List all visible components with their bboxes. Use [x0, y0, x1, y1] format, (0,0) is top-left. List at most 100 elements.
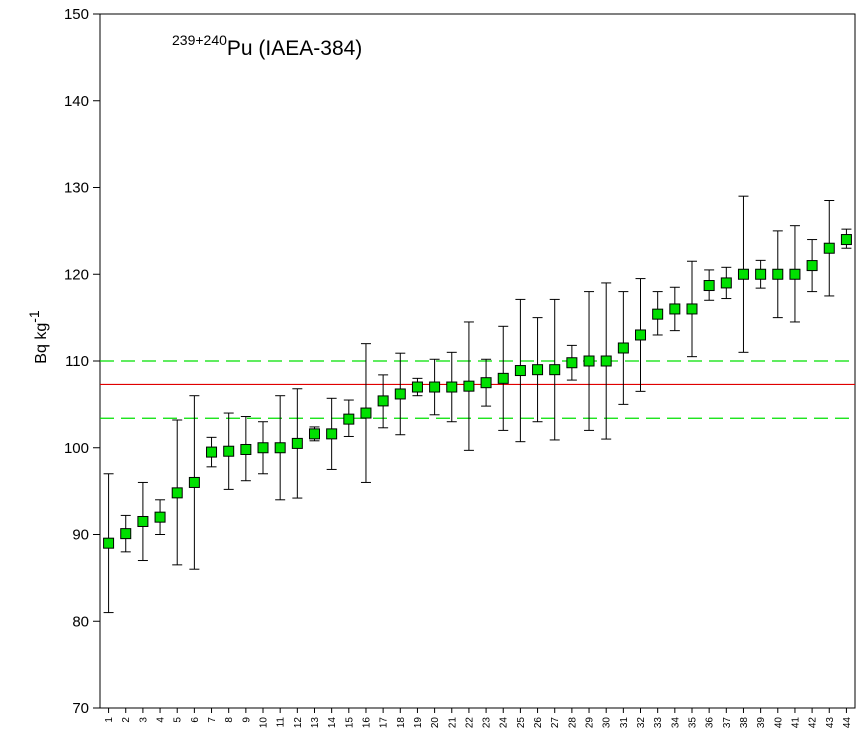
x-tick-label: 11 [276, 717, 287, 728]
data-point [789, 268, 801, 280]
x-tick-label: 39 [756, 717, 767, 729]
data-point [686, 303, 698, 315]
x-tick-label: 40 [773, 717, 784, 729]
y-tick-label: 70 [72, 700, 89, 717]
x-tick-label: 23 [482, 717, 493, 729]
x-tick-label: 29 [585, 717, 596, 729]
x-tick-label: 30 [602, 717, 613, 729]
data-point [326, 428, 338, 440]
y-tick-label: 130 [64, 180, 89, 197]
data-point [532, 364, 544, 376]
x-tick-label: 8 [224, 717, 235, 723]
data-point [411, 381, 423, 393]
x-tick-labels: 1 2 3 4 5 6 7 8 9 10 11 12 13 14 15 16 17 18 19 20 21 22 23 24 2… [104, 717, 853, 729]
data-point [223, 445, 235, 457]
y-tick-label: 90 [72, 527, 89, 544]
reference-lines [100, 360, 855, 419]
x-tick-label: 4 [156, 717, 167, 723]
plot-axes [93, 13, 856, 713]
x-tick-label: 13 [310, 717, 321, 729]
x-tick-label: 15 [344, 717, 355, 729]
data-point [308, 428, 320, 440]
data-point [600, 355, 612, 367]
data-point [206, 446, 218, 458]
data-point [566, 357, 578, 369]
data-point [291, 437, 303, 449]
title-main: Pu (IAEA-384) [227, 37, 362, 60]
x-tick-label: 9 [241, 717, 252, 723]
x-tick-label: 21 [447, 717, 458, 729]
x-tick-label: 37 [722, 717, 733, 729]
x-tick-label: 28 [567, 717, 578, 729]
x-tick-label: 31 [619, 717, 630, 729]
data-point [583, 355, 595, 367]
data-point [703, 280, 715, 292]
x-tick-label: 26 [533, 717, 544, 729]
y-tick-label: 150 [64, 6, 89, 23]
data-point [497, 372, 509, 384]
x-tick-label: 2 [121, 717, 132, 723]
data-point [171, 487, 183, 499]
data-point [377, 395, 389, 407]
y-tick-labels: 70 80 90 100 110 120 130 140 150 [64, 6, 89, 717]
x-tick-label: 18 [396, 717, 407, 729]
x-tick-label: 35 [687, 717, 698, 729]
x-tick-label: 17 [379, 717, 390, 729]
data-point [446, 381, 458, 393]
x-tick-label: 34 [670, 717, 681, 729]
x-tick-label: 25 [516, 717, 527, 729]
data-point [635, 329, 647, 341]
data-point [429, 381, 441, 393]
data-point [823, 242, 835, 254]
x-tick-label: 27 [550, 717, 561, 729]
data-point [480, 377, 492, 389]
data-point [154, 511, 166, 523]
y-tick-label: 140 [64, 93, 89, 110]
data-point [806, 260, 818, 272]
data-point [240, 443, 252, 455]
data-point [120, 528, 132, 540]
x-tick-label: 10 [259, 717, 270, 729]
data-point [463, 380, 475, 392]
data-point [137, 515, 149, 527]
y-axis-label: Bq kg-1 [26, 310, 50, 364]
data-point [840, 234, 852, 246]
x-tick-label: 33 [653, 717, 664, 729]
chart-title: 239+240Pu (IAEA-384) [172, 32, 362, 60]
x-tick-label: 19 [413, 717, 424, 729]
x-tick-label: 44 [842, 717, 853, 729]
data-point [549, 364, 561, 376]
data-point [188, 476, 200, 488]
data-point [755, 268, 767, 280]
x-tick-label: 12 [293, 717, 304, 729]
x-tick-label: 42 [808, 717, 819, 729]
data-point [103, 537, 115, 549]
x-tick-label: 5 [173, 717, 184, 723]
x-tick-label: 1 [104, 717, 115, 723]
data-point [257, 442, 269, 454]
data-point [720, 277, 732, 289]
data-point [617, 342, 629, 354]
x-tick-label: 6 [190, 717, 201, 723]
data-point [652, 308, 664, 320]
x-tick-label: 3 [138, 717, 149, 723]
error-bars [103, 195, 852, 614]
data-point [274, 442, 286, 454]
y-tick-label: 100 [64, 440, 89, 457]
data-point [343, 413, 355, 425]
x-tick-label: 36 [705, 717, 716, 729]
data-point [360, 407, 372, 419]
y-axis-label-exponent: -1 [26, 310, 42, 323]
data-point [669, 303, 681, 315]
x-tick-label: 22 [464, 717, 475, 729]
y-tick-label: 80 [72, 613, 89, 630]
data-point [772, 268, 784, 280]
x-tick-label: 24 [499, 717, 510, 729]
data-point [394, 388, 406, 400]
title-superscript: 239+240 [172, 32, 227, 48]
data-point [514, 365, 526, 377]
x-tick-label: 20 [430, 717, 441, 729]
data-point [737, 268, 749, 280]
x-tick-label: 41 [790, 717, 801, 729]
